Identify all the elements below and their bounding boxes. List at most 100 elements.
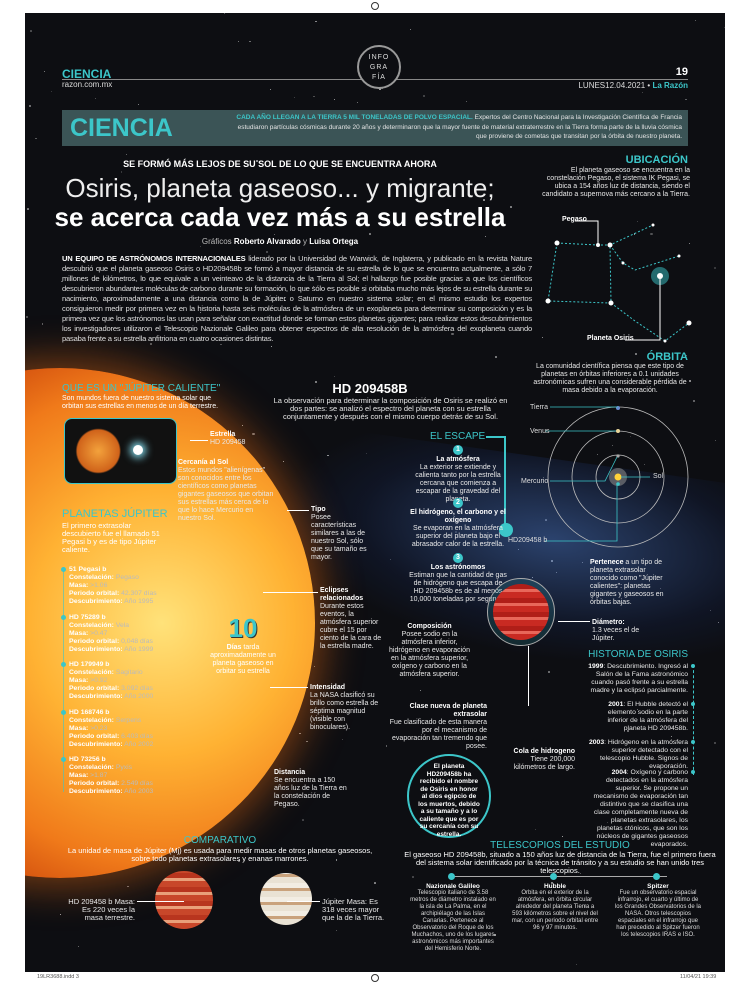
key: Periodo orbital: [69, 590, 120, 597]
orbita-text: La comunidad científica piensa que este … [533, 363, 687, 394]
callout-text: Posee sodio en la atmósfera inferior, hi… [389, 631, 470, 678]
star-dot [200, 398, 202, 400]
star-dot [584, 905, 587, 908]
telescopios-rule [452, 876, 667, 877]
star-dot [629, 436, 631, 438]
registration-mark-icon [371, 2, 379, 10]
escape-step: 1 La atmósfera La exterior se extiende y… [408, 445, 508, 504]
callout-text: HD 209458 [210, 439, 246, 446]
star-dot [333, 98, 336, 101]
value: Año 2002 [124, 740, 154, 748]
star-dot [127, 885, 129, 888]
comparativo-title: COMPARATIVO [183, 835, 257, 846]
star-dot [333, 375, 335, 377]
planetas-jupiter-text: El primero extrasolar descubierto fue el… [62, 521, 160, 554]
credit-author: Roberto Alvarado [233, 237, 301, 246]
ubicacion-heading: UBICACIÓN [625, 154, 688, 166]
fact-10-dias: 10 Días tarda aproximadamente un planeta… [203, 613, 283, 676]
historia-item: 1999: Descubrimiento. Ingresó al Salón d… [588, 663, 688, 695]
connector-line [287, 510, 309, 511]
star-dot [466, 100, 468, 102]
timeline-dot [691, 770, 695, 774]
planet-name: HD 75289 b [69, 613, 106, 621]
timeline-dot [691, 702, 695, 706]
star-dot [534, 829, 536, 830]
star-dot [713, 266, 716, 269]
star-dot [248, 40, 251, 43]
star-dot [120, 170, 123, 173]
planet-name: HD 179949 b [69, 661, 110, 668]
badge-line: INFO [368, 54, 390, 61]
callout-clase: Clase nueva de planeta extrasolar Fue cla… [387, 703, 487, 751]
star-dot [472, 269, 475, 272]
value: >1.87 [90, 772, 108, 779]
planet-entry: HD 75289 b Constelación: Vela Masa: >0.4… [69, 614, 179, 654]
year: 2004 [611, 769, 627, 776]
star-dot [26, 315, 29, 318]
jupiter-caliente-text: Son mundos fuera de nuestro sistema sola… [62, 395, 219, 410]
star-dot [284, 299, 286, 302]
timeline-dot [691, 740, 695, 744]
site-url[interactable]: razon.com.mx [62, 80, 113, 89]
star-dot [582, 562, 583, 564]
star-dot [545, 518, 548, 521]
telescope-name: Nazionale Galileo [426, 883, 480, 890]
star-dot [580, 872, 581, 874]
connector-line [528, 646, 529, 706]
footer-file: 19LR3688.indd 3 [37, 974, 79, 980]
value: Sagitario [115, 669, 143, 676]
callout-text: Estos mundos "alienígenas" son conocidos… [178, 467, 274, 522]
star-dot [516, 768, 519, 770]
kicker: SE FORMÓ MÁS LEJOS DE SU SOL DE LO QUE S… [123, 159, 437, 169]
star-dot [724, 26, 725, 28]
value: 42.307 días [121, 590, 157, 597]
star-dot [717, 622, 720, 624]
section-label: CIENCIA [62, 67, 112, 81]
credit-and: y [302, 237, 307, 246]
callout-tipo: Tipo Posee características similares a la… [311, 506, 371, 562]
historia-item: 2001: El Hubble detectó el elemento sodi… [588, 701, 688, 733]
star-dot [374, 882, 376, 884]
key: Periodo orbital: [69, 780, 120, 787]
label-pegaso: Pegaso [562, 216, 587, 223]
registration-mark-icon [371, 974, 379, 982]
value: 2.549 días [121, 780, 153, 787]
star-dot [313, 95, 316, 98]
callout-distancia: Distancia Se encuentra a 150 años luz de … [274, 769, 349, 809]
key: Constelación: [69, 621, 114, 629]
orbit-label-tierra: Tierra [530, 404, 549, 411]
credits: Gráficos Roberto Alvarado y Luisa Ortega [65, 237, 495, 246]
key: Descubrimiento: [69, 740, 123, 748]
callout-diametro: Diámetro: 1.3 veces el de Júpiter. [592, 619, 662, 643]
star-dot [372, 415, 374, 416]
connector-line [287, 901, 320, 902]
star-dot [694, 19, 696, 21]
value: 0,048 días [121, 637, 153, 645]
key: Periodo orbital: [69, 732, 120, 740]
value: >0.92 [90, 677, 108, 684]
star-dot [606, 821, 608, 824]
banner-title: CIENCIA [70, 114, 173, 142]
star-dot [616, 788, 618, 789]
callout-text: La NASA clasificó su brillo como estrell… [310, 692, 379, 731]
timeline-dot [691, 664, 695, 668]
timeline-dot [61, 709, 66, 715]
star-dot [142, 277, 143, 278]
callout-intensidad: Intensidad La NASA clasificó su brillo co… [310, 684, 380, 732]
key: Descubrimiento: [69, 598, 123, 605]
key: Masa: [69, 772, 89, 779]
jupiter-caliente-title: QUE ES UN "JÚPITER CALIENTE" [62, 383, 221, 394]
star-dot [138, 103, 139, 105]
star-dot [531, 577, 533, 578]
page-number: 19 [675, 66, 688, 78]
star-dot [451, 332, 454, 336]
star-dot [314, 380, 317, 383]
star-dot [181, 387, 183, 389]
escape-step: 3 Los astrónomos Estiman que la cantidad… [408, 553, 508, 604]
star-dot [149, 343, 152, 345]
star-dot [688, 379, 691, 382]
star-dot [633, 233, 636, 235]
orbit-diagram [545, 406, 689, 548]
value: 3,092 días [121, 685, 153, 692]
telescope-text: Telescopio italiano de 3.58 metros de di… [410, 890, 496, 952]
